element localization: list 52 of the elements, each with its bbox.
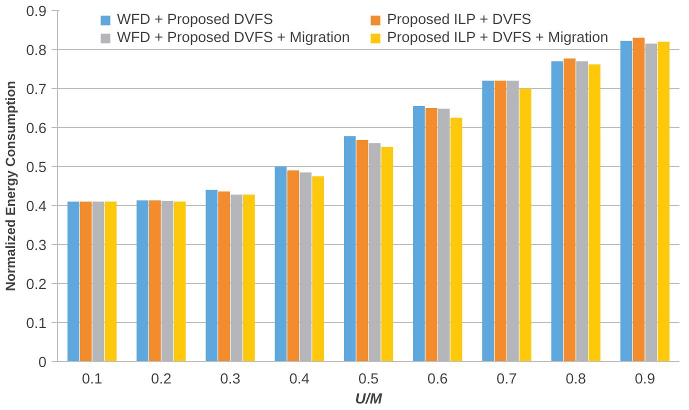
legend-label: Proposed ILP + DVFS + Migration — [387, 30, 610, 46]
y-tick-label: 0.1 — [26, 316, 46, 332]
bar — [174, 202, 186, 362]
bar — [344, 136, 356, 362]
y-tick-label: 0.9 — [26, 4, 46, 20]
bar — [588, 64, 600, 362]
bar — [450, 118, 462, 362]
bar — [149, 200, 161, 362]
legend-label: Proposed ILP + DVFS — [387, 12, 532, 28]
bar — [381, 147, 394, 362]
x-tick-label: 0.9 — [634, 372, 656, 388]
legend-label: WFD + Proposed DVFS — [117, 12, 274, 28]
bar — [274, 166, 287, 362]
bar — [67, 202, 80, 362]
bar — [104, 202, 117, 362]
x-tick-label: 0.6 — [427, 372, 448, 388]
y-tick-label: 0.6 — [26, 121, 46, 137]
bar — [482, 80, 494, 362]
x-tick-label: 0.4 — [289, 372, 310, 388]
x-tick-label: 0.1 — [82, 372, 102, 388]
x-tick-label: 0.3 — [220, 372, 240, 388]
x-tick-label: 0.2 — [150, 372, 172, 388]
x-tick-label: 0.7 — [496, 372, 517, 388]
bar — [206, 190, 218, 362]
x-tick-label: 0.5 — [358, 372, 379, 388]
y-tick-label: 0.7 — [26, 82, 46, 98]
bar — [243, 194, 255, 362]
bar — [413, 106, 425, 362]
y-tick-label: 0.8 — [26, 43, 46, 59]
bar — [425, 108, 438, 362]
y-tick-label: 0.2 — [26, 277, 46, 293]
legend-label: WFD + Proposed DVFS + Migration — [117, 30, 351, 46]
y-tick-label: 0.4 — [26, 199, 46, 215]
bar — [658, 42, 670, 362]
bar — [287, 170, 300, 362]
bar — [218, 191, 230, 362]
bar — [620, 40, 632, 362]
bar — [356, 140, 368, 362]
bar — [519, 88, 532, 362]
bar — [564, 58, 576, 362]
y-tick-label: 0.5 — [26, 160, 46, 176]
bar — [494, 80, 506, 362]
bar — [312, 176, 324, 362]
y-tick-label: 0 — [38, 355, 47, 371]
y-axis-title: Normalized Energy Consumption — [3, 80, 18, 292]
x-tick-label: 0.8 — [566, 372, 586, 388]
bar — [136, 200, 148, 362]
x-axis-title: U/M — [355, 392, 383, 408]
bar — [80, 202, 92, 362]
y-tick-label: 0.3 — [26, 238, 46, 254]
bar — [551, 61, 564, 362]
bar — [632, 38, 645, 362]
